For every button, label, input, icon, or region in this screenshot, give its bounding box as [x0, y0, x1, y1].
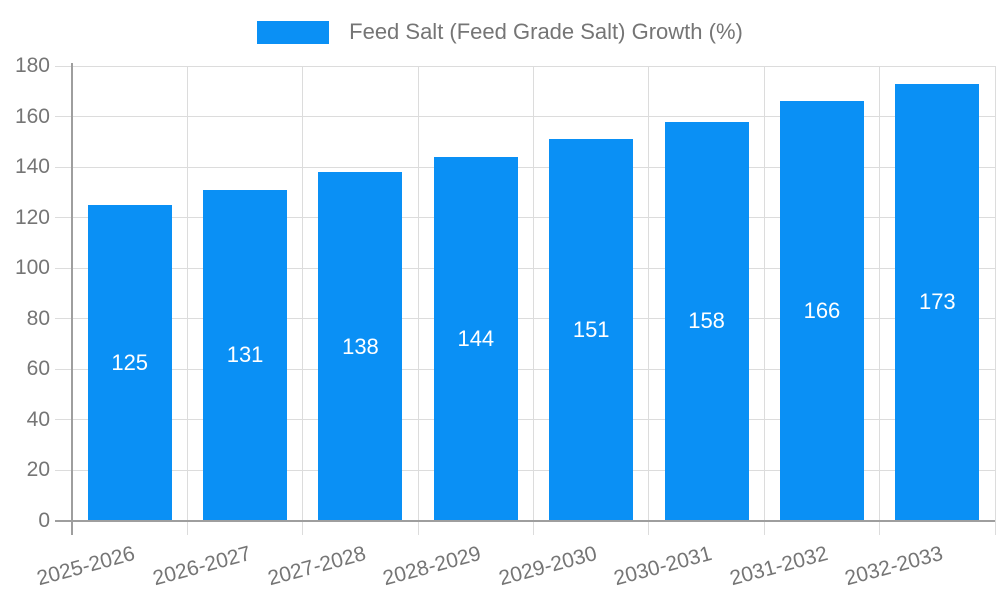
bar-2032-2033[interactable]: [895, 83, 980, 521]
bar-value-label: 151: [572, 317, 610, 343]
y-gridline: [55, 217, 995, 219]
legend: Feed Salt (Feed Grade Salt) Growth (%): [0, 14, 1000, 50]
x-axis-tick-label: 2027-2028: [265, 542, 369, 591]
bar-value-label: 131: [226, 342, 264, 368]
y-axis-tick-label: 100: [14, 256, 50, 280]
legend-item[interactable]: Feed Salt (Feed Grade Salt) Growth (%): [257, 19, 743, 45]
y-axis-tick-label: 60: [26, 357, 50, 381]
x-gridline: [763, 66, 765, 535]
y-gridline: [55, 116, 995, 118]
bar-value-label: 173: [918, 289, 956, 315]
bar-2025-2026[interactable]: [87, 205, 172, 521]
x-gridline: [994, 66, 996, 535]
x-gridline: [417, 66, 419, 535]
bar-2029-2030[interactable]: [549, 139, 634, 521]
bar-value-label: 158: [688, 308, 725, 334]
x-gridline: [879, 66, 881, 535]
y-gridline: [55, 419, 995, 421]
y-axis-tick-label: 140: [14, 155, 50, 179]
y-axis-tick-label: 20: [26, 458, 50, 482]
y-axis-line: [71, 63, 73, 535]
y-gridline: [55, 65, 995, 67]
y-axis-tick-label: 0: [38, 509, 50, 532]
legend-label: Feed Salt (Feed Grade Salt) Growth (%): [349, 19, 743, 44]
bar-2031-2032[interactable]: [779, 101, 864, 521]
y-gridline: [55, 469, 995, 471]
bar-value-label: 125: [111, 350, 149, 375]
y-gridline: [55, 267, 995, 269]
x-axis-tick-label: 2028-2029: [380, 542, 484, 591]
bar-2028-2029[interactable]: [433, 157, 518, 521]
x-axis-tick-label: 2026-2027: [150, 542, 254, 591]
x-gridline: [533, 66, 534, 535]
x-gridline: [186, 66, 188, 535]
x-axis-tick-label: 2030-2031: [611, 542, 715, 591]
y-gridline: [55, 166, 995, 168]
x-axis-tick-label: 2025-2026: [34, 542, 138, 591]
x-axis-line: [55, 520, 995, 522]
y-axis-tick-label: 120: [14, 205, 50, 229]
y-axis-tick-label: 40: [26, 407, 50, 431]
bar-value-label: 138: [342, 333, 379, 359]
y-axis-tick-label: 160: [14, 104, 50, 128]
x-axis-tick-label: 2031-2032: [726, 542, 830, 591]
y-gridline: [55, 318, 995, 320]
y-axis-tick-label: 80: [26, 306, 50, 330]
x-axis-tick-label: 2032-2033: [842, 542, 946, 591]
legend-swatch-icon: [257, 20, 330, 44]
y-axis-tick-label: 180: [14, 54, 50, 77]
bar-value-label: 166: [803, 298, 841, 324]
bar-2030-2031[interactable]: [664, 121, 749, 521]
bar-2026-2027[interactable]: [203, 189, 288, 521]
bar-2027-2028[interactable]: [318, 172, 403, 521]
y-gridline: [55, 368, 995, 370]
x-gridline: [302, 66, 304, 535]
x-gridline: [648, 66, 650, 535]
bar-value-label: 144: [457, 326, 495, 351]
x-axis-tick-label: 2029-2030: [496, 542, 600, 591]
